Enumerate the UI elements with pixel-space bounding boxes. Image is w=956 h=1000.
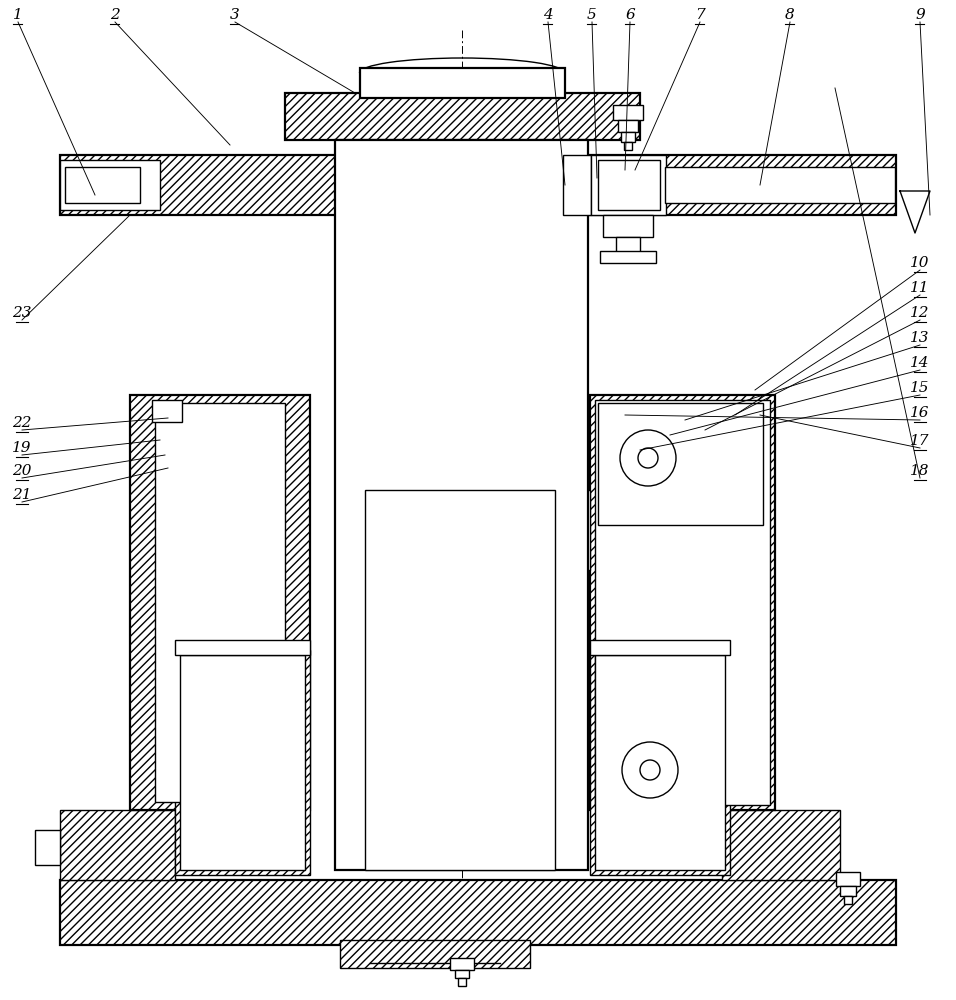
Text: 23: 23 <box>12 306 32 320</box>
Bar <box>590 395 775 810</box>
Bar <box>593 157 664 213</box>
Bar <box>285 93 640 140</box>
Text: 8: 8 <box>785 8 794 22</box>
Bar <box>665 167 895 203</box>
Bar <box>335 140 588 870</box>
Text: 10: 10 <box>910 256 930 270</box>
Text: 17: 17 <box>910 434 930 448</box>
Text: 16: 16 <box>910 406 930 420</box>
Circle shape <box>638 448 658 468</box>
Text: 15: 15 <box>910 381 930 395</box>
Bar <box>595 400 770 805</box>
Bar <box>65 167 140 203</box>
Bar <box>175 640 310 655</box>
Bar <box>35 830 60 865</box>
Text: 1: 1 <box>13 8 23 22</box>
Text: 22: 22 <box>12 416 32 430</box>
Bar <box>60 160 160 210</box>
Bar <box>591 155 666 215</box>
Text: 7: 7 <box>695 8 705 22</box>
Bar <box>624 142 632 150</box>
Bar <box>180 655 305 870</box>
Bar <box>613 105 643 120</box>
Text: 21: 21 <box>12 488 32 502</box>
Text: 13: 13 <box>910 331 930 345</box>
Bar <box>60 155 896 215</box>
Bar <box>152 400 182 422</box>
Text: 4: 4 <box>543 8 553 22</box>
Bar <box>621 132 635 142</box>
Circle shape <box>620 430 676 486</box>
Bar <box>598 160 660 210</box>
Bar <box>130 395 310 810</box>
Bar <box>455 970 469 978</box>
Bar <box>600 251 656 263</box>
Bar <box>340 760 470 820</box>
Bar <box>563 155 591 215</box>
Text: 6: 6 <box>625 8 635 22</box>
Bar <box>836 872 860 886</box>
Bar <box>590 640 730 655</box>
Text: 2: 2 <box>110 8 120 22</box>
Bar <box>450 958 474 970</box>
Bar <box>568 490 590 570</box>
Text: 3: 3 <box>230 8 240 22</box>
Text: 20: 20 <box>12 464 32 478</box>
Bar <box>618 120 638 132</box>
Bar <box>175 650 310 875</box>
Bar <box>590 650 730 875</box>
Bar <box>595 655 725 870</box>
Text: 14: 14 <box>910 356 930 370</box>
Bar <box>60 810 175 880</box>
Text: 12: 12 <box>910 306 930 320</box>
Text: 9: 9 <box>915 8 924 22</box>
Text: 11: 11 <box>910 281 930 295</box>
Bar <box>155 403 285 802</box>
Text: 19: 19 <box>12 441 32 455</box>
Bar <box>458 978 466 986</box>
Bar <box>603 215 653 237</box>
Text: 18: 18 <box>910 464 930 478</box>
Bar <box>360 68 565 98</box>
Bar <box>598 403 763 525</box>
Text: 5: 5 <box>587 8 597 22</box>
Bar <box>722 810 840 880</box>
Circle shape <box>622 742 678 798</box>
Bar <box>365 490 555 870</box>
Bar <box>840 886 856 896</box>
Bar <box>60 880 896 945</box>
Bar <box>340 940 530 968</box>
Circle shape <box>640 760 660 780</box>
Bar <box>844 896 852 904</box>
Bar <box>616 237 640 255</box>
